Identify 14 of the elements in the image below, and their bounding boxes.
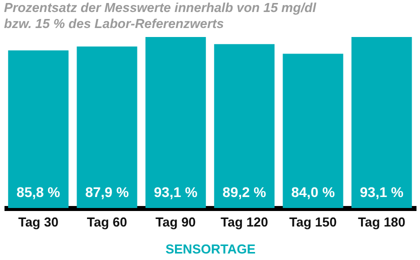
- x-axis-title: SENSORTAGE: [165, 242, 256, 256]
- x-tick-label: Tag 60: [86, 214, 128, 230]
- data-label: 87,9 %: [85, 184, 130, 200]
- chart-title: Prozentsatz der Messwerte innerhalb von 15 mg/dl bzw. 15 % des Labor-Referenzwerts: [4, 0, 316, 31]
- data-label: 85,8 %: [16, 184, 61, 200]
- x-tick-label: Tag 120: [220, 214, 268, 230]
- x-tick-label: Tag 90: [156, 214, 196, 230]
- x-tick-label: Tag 180: [358, 214, 406, 230]
- data-label: 93,1 %: [154, 184, 198, 200]
- data-label: 93,1 %: [360, 184, 404, 200]
- data-label: 89,2 %: [222, 184, 267, 200]
- data-label: 84,0 %: [291, 184, 336, 200]
- x-tick-label: Tag 30: [18, 214, 58, 230]
- x-tick-label: Tag 150: [289, 214, 337, 230]
